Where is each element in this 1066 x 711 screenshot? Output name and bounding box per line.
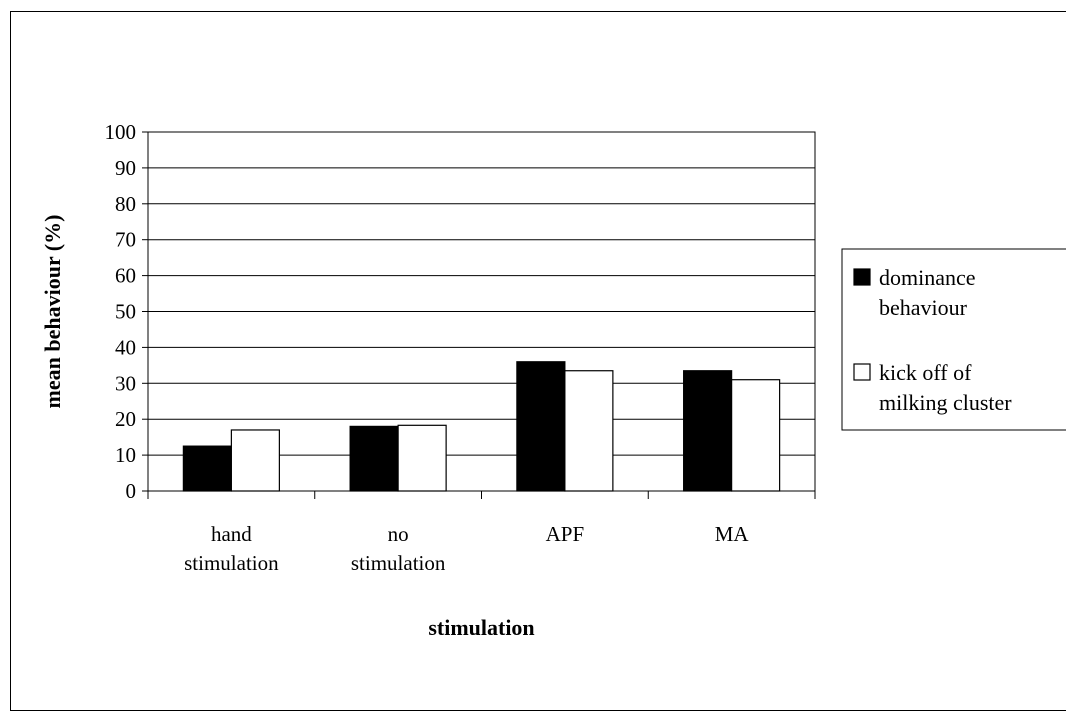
- y-tick-label: 20: [115, 407, 136, 431]
- y-tick-label: 30: [115, 371, 136, 395]
- legend-entry: dominance behaviour: [879, 265, 976, 320]
- y-tick-label: 0: [126, 479, 137, 503]
- y-tick-label: 70: [115, 228, 136, 252]
- x-axis-title: stimulation: [428, 615, 534, 640]
- legend: [841, 248, 1066, 431]
- y-tick-label: 100: [105, 120, 137, 144]
- bar-series-1: [683, 370, 733, 492]
- bar-series-1: [349, 425, 399, 492]
- y-tick-label: 80: [115, 192, 136, 216]
- legend-entry: kick off of milking cluster: [879, 360, 1012, 415]
- bar-series-1: [182, 445, 232, 492]
- y-tick-label: 50: [115, 300, 136, 324]
- bar-chart: 0 10 20 30 40 50 60 70 80 90 100 hand stimulation no s…: [40, 120, 1066, 640]
- bar-series-2: [230, 429, 280, 492]
- bar-series-2: [397, 424, 447, 492]
- legend-swatch: [853, 268, 871, 286]
- bar-series-2: [564, 370, 614, 492]
- x-category-label: hand stimulation: [184, 522, 279, 575]
- bar-series-1: [516, 361, 566, 492]
- y-axis-title: mean behaviour (%): [40, 215, 65, 409]
- bar-series-2: [731, 379, 781, 492]
- x-category-label: APF: [546, 522, 585, 546]
- x-category-label: no stimulation: [351, 522, 446, 575]
- legend-swatch: [853, 363, 871, 381]
- y-tick-label: 10: [115, 443, 136, 467]
- y-tick-label: 40: [115, 335, 136, 359]
- y-tick-label: 60: [115, 264, 136, 288]
- y-tick-label: 90: [115, 156, 136, 180]
- x-category-label: MA: [715, 522, 750, 546]
